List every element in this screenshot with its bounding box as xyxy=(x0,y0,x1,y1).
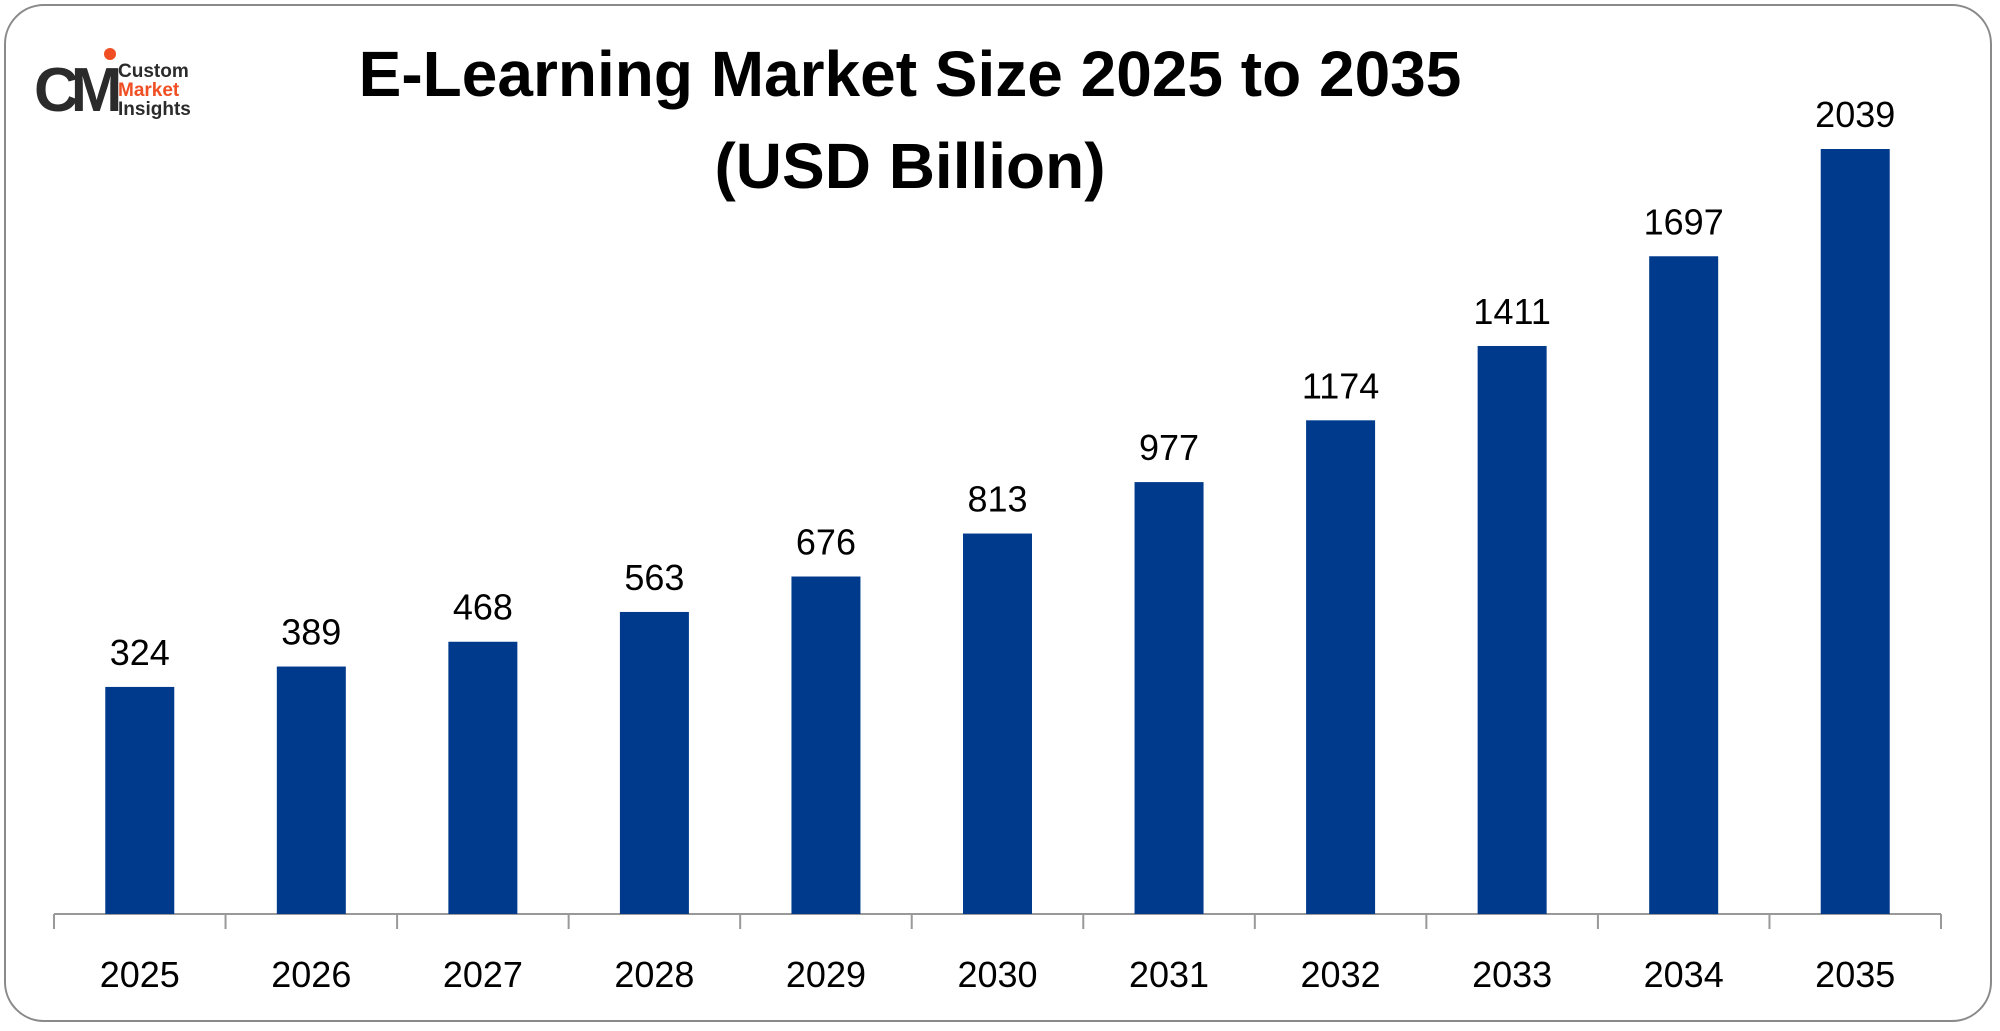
x-tick-label-2035: 2035 xyxy=(1815,954,1895,995)
logo-line-1: Custom xyxy=(118,61,189,82)
data-label-2034: 1697 xyxy=(1644,201,1724,242)
bar-2026 xyxy=(276,666,346,914)
bar-2028 xyxy=(619,611,689,914)
x-tick-label-2028: 2028 xyxy=(614,954,694,995)
logo-mark: CM xyxy=(34,56,122,125)
logo-text: Custom Market Insights xyxy=(118,62,191,119)
data-label-2030: 813 xyxy=(967,479,1027,520)
chart-title: E-Learning Market Size 2025 to 2035 (USD… xyxy=(260,28,1560,212)
logo-line-3: Insights xyxy=(118,99,191,120)
logo-dot-icon xyxy=(104,48,116,60)
x-tick-label-2032: 2032 xyxy=(1301,954,1381,995)
logo-line-2: Market xyxy=(118,80,180,101)
bar-2032 xyxy=(1306,420,1376,914)
bar-2029 xyxy=(791,576,861,914)
x-tick-label-2033: 2033 xyxy=(1472,954,1552,995)
x-tick-label-2027: 2027 xyxy=(443,954,523,995)
data-label-2035: 2039 xyxy=(1815,94,1895,135)
data-label-2025: 324 xyxy=(110,632,170,673)
bar-2025 xyxy=(105,686,175,914)
data-label-2026: 389 xyxy=(281,612,341,653)
bar-2027 xyxy=(448,641,518,914)
x-tick-label-2031: 2031 xyxy=(1129,954,1209,995)
data-label-2028: 563 xyxy=(624,557,684,598)
bar-2035 xyxy=(1820,149,1890,914)
data-label-2031: 977 xyxy=(1139,427,1199,468)
data-label-2033: 1411 xyxy=(1473,291,1550,332)
x-tick-label-2030: 2030 xyxy=(957,954,1037,995)
bar-2034 xyxy=(1649,256,1719,914)
x-tick-label-2029: 2029 xyxy=(786,954,866,995)
subtitle-line: (USD Billion) xyxy=(714,130,1106,202)
title-line: E-Learning Market Size 2025 to 2035 xyxy=(358,38,1462,110)
x-tick-label-2025: 2025 xyxy=(100,954,180,995)
data-label-2029: 676 xyxy=(796,522,856,563)
chart-frame xyxy=(4,4,1992,1022)
data-label-2027: 468 xyxy=(453,587,513,628)
bar-2031 xyxy=(1134,482,1204,914)
x-tick-label-2026: 2026 xyxy=(271,954,351,995)
bar-2033 xyxy=(1477,345,1547,914)
data-label-2032: 1174 xyxy=(1302,365,1379,406)
bar-2030 xyxy=(963,533,1032,914)
logo: CM Custom Market Insights xyxy=(34,48,214,128)
x-tick-label-2034: 2034 xyxy=(1644,954,1724,995)
